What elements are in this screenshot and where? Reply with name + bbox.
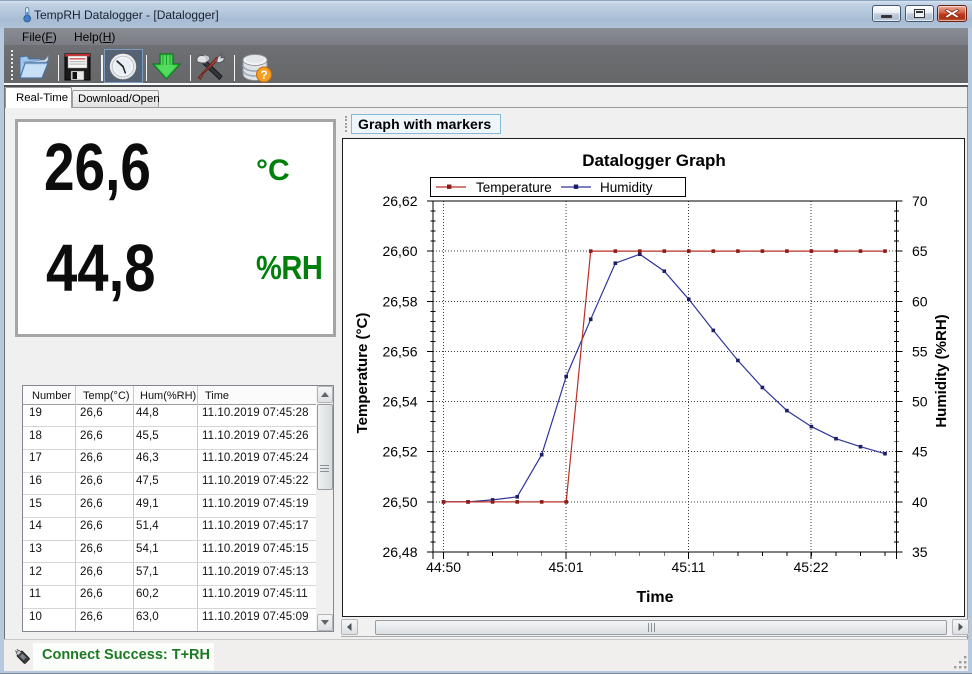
svg-text:44:50: 44:50: [426, 559, 461, 575]
svg-text:70: 70: [912, 193, 928, 209]
svg-text:50: 50: [912, 394, 928, 410]
svg-text:Datalogger Graph: Datalogger Graph: [582, 151, 726, 170]
svg-text:26,58: 26,58: [382, 293, 417, 309]
svg-text:26,52: 26,52: [382, 444, 417, 460]
svg-text:45: 45: [912, 444, 928, 460]
svg-text:45:22: 45:22: [793, 559, 828, 575]
svg-text:26,56: 26,56: [382, 343, 417, 359]
svg-text:26,60: 26,60: [382, 243, 417, 259]
svg-text:Time: Time: [636, 589, 673, 606]
svg-text:Temperature: Temperature: [476, 180, 552, 195]
svg-text:35: 35: [912, 544, 928, 560]
svg-text:Humidity: Humidity: [600, 180, 653, 195]
svg-text:26,62: 26,62: [382, 193, 417, 209]
svg-text:45:01: 45:01: [548, 559, 583, 575]
svg-text:45:11: 45:11: [672, 559, 706, 575]
svg-text:55: 55: [912, 343, 928, 359]
svg-text:Temperature (°C): Temperature (°C): [354, 313, 371, 434]
svg-text:Humidity (%RH): Humidity (%RH): [933, 314, 950, 427]
svg-text:65: 65: [912, 243, 928, 259]
svg-text:26,50: 26,50: [382, 494, 417, 510]
svg-text:40: 40: [912, 494, 928, 510]
svg-text:?: ?: [260, 68, 267, 82]
svg-text:26,48: 26,48: [382, 544, 417, 560]
svg-text:26,54: 26,54: [382, 394, 417, 410]
svg-text:60: 60: [912, 293, 928, 309]
